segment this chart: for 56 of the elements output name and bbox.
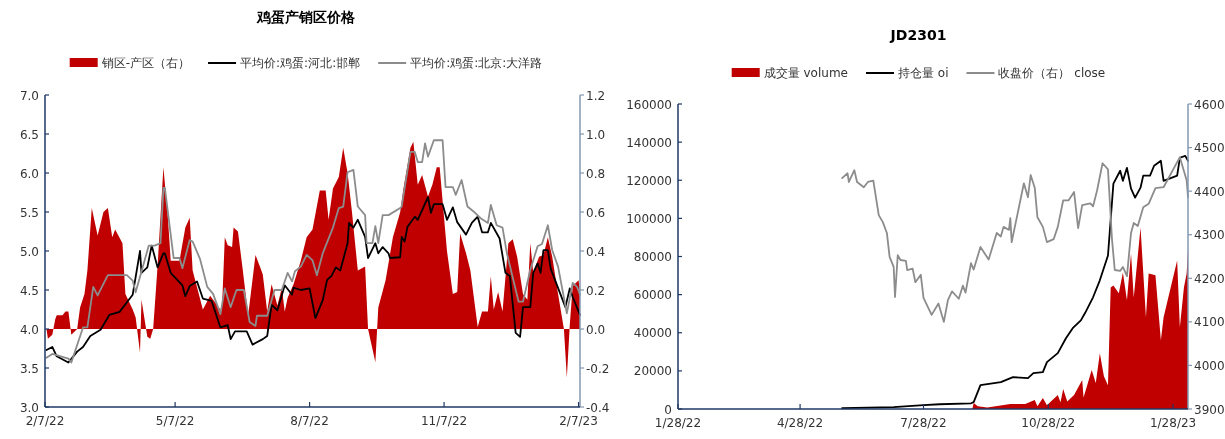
y-tick-label: 5.0	[19, 244, 39, 259]
x-tick-label: 10/28/22	[1021, 416, 1076, 430]
y2-tick-label: 3900	[1194, 402, 1225, 417]
chart-title: 鸡蛋产销区价格	[256, 9, 356, 25]
y2-tick-label: 0.0	[586, 322, 606, 337]
y2-tick-label: 0.4	[586, 244, 606, 259]
y2-tick-label: -0.2	[586, 361, 610, 376]
y2-tick-label: 0.8	[586, 166, 606, 181]
legend-label: 成交量 volume	[763, 66, 848, 80]
y2-tick-label: 4500	[1194, 141, 1225, 156]
y2-tick-label: -0.4	[586, 400, 610, 415]
y2-tick-label: 1.2	[586, 88, 606, 103]
chart-title: JD2301	[889, 27, 947, 43]
y-tick-label: 3.0	[19, 400, 39, 415]
y-tick-label: 6.5	[19, 127, 39, 142]
y2-tick-label: 4300	[1194, 228, 1225, 243]
y-tick-label: 5.5	[19, 205, 39, 220]
x-tick-label: 8/7/22	[290, 414, 329, 428]
y-tick-label: 100000	[626, 211, 672, 226]
y2-tick-label: 4400	[1194, 184, 1225, 199]
x-tick-label: 2/7/23	[559, 414, 598, 428]
y2-tick-label: 0.2	[586, 283, 606, 298]
x-tick-label: 1/28/23	[1149, 416, 1197, 430]
y-tick-label: 0	[664, 402, 672, 417]
y2-tick-label: 1.0	[586, 127, 606, 142]
y-tick-label: 20000	[633, 364, 672, 379]
y-tick-label: 140000	[626, 135, 672, 150]
y2-tick-label: 4000	[1194, 358, 1225, 373]
y-tick-label: 6.0	[19, 166, 39, 181]
y2-tick-label: 0.6	[586, 205, 606, 220]
y2-tick-label: 4600	[1194, 97, 1225, 112]
legend-label: 平均价:鸡蛋:河北:邯郸	[240, 56, 361, 70]
y-tick-label: 7.0	[19, 88, 39, 103]
line-series	[841, 156, 1189, 323]
y-tick-label: 60000	[633, 288, 672, 303]
y-tick-label: 160000	[626, 97, 672, 112]
y2-tick-label: 4100	[1194, 315, 1225, 330]
y-tick-label: 80000	[633, 250, 672, 264]
legend-label: 销区-产区（右）	[100, 56, 191, 70]
legend-label: 持仓量 oi	[897, 66, 949, 80]
x-tick-label: 11/7/22	[420, 414, 468, 428]
y-tick-label: 40000	[633, 326, 672, 341]
x-tick-label: 2/7/22	[25, 414, 65, 428]
y-tick-label: 120000	[626, 173, 672, 188]
x-tick-label: 1/28/22	[654, 416, 702, 430]
y-tick-label: 4.0	[19, 322, 39, 337]
legend-label: 平均价:鸡蛋:北京:大洋路	[410, 56, 543, 70]
y-tick-label: 3.5	[19, 361, 39, 376]
x-tick-label: 7/28/22	[900, 416, 947, 430]
line-series	[45, 196, 581, 364]
legend-label: 收盘价（右） close	[998, 66, 1106, 80]
y2-tick-label: 4200	[1194, 271, 1225, 286]
line-series	[841, 154, 1189, 409]
x-tick-label: 5/7/22	[155, 414, 195, 428]
x-tick-label: 4/28/22	[776, 416, 824, 430]
y-tick-label: 4.5	[19, 283, 39, 298]
